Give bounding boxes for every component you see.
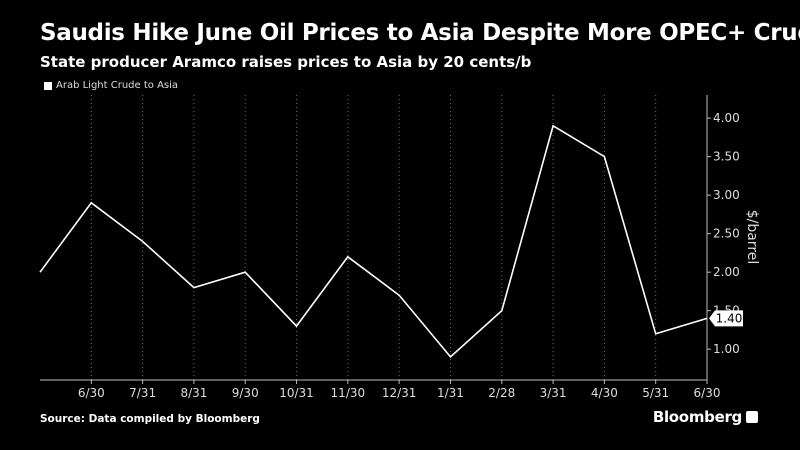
last-value-label: 1.40 [716,311,743,325]
x-tick-label: 12/31 [382,386,417,400]
legend: Arab Light Crude to Asia [44,80,178,91]
legend-label: Arab Light Crude to Asia [56,80,179,91]
y-tick-label: 3.00 [713,188,740,202]
source-note: Source: Data compiled by Bloomberg [40,413,260,425]
y-tick-label: 2.00 [713,265,740,279]
chart-subtitle: State producer Aramco raises prices to A… [40,53,532,71]
last-value-badge [709,310,743,327]
y-tick-label: 3.50 [713,150,740,164]
x-tick-label: 8/31 [180,386,207,400]
x-tick-label: 2/28 [488,386,515,400]
y-tick-label: 1.00 [713,342,740,356]
x-tick-label: 1/31 [437,386,464,400]
x-tick-label: 9/30 [232,386,259,400]
chart-title: Saudis Hike June Oil Prices to Asia Desp… [40,20,800,46]
x-tick-label: 10/31 [279,386,314,400]
x-tick-label: 6/30 [78,386,105,400]
x-tick-label: 7/31 [129,386,156,400]
x-tick-label: 3/31 [540,386,567,400]
brand-name: Bloomberg [652,408,742,426]
x-tick-label: 6/30 [694,386,721,400]
y-tick-label: 4.00 [713,111,740,125]
x-tick-label: 5/31 [642,386,669,400]
x-tick-label: 4/30 [591,386,618,400]
x-tick-label: 11/30 [331,386,366,400]
series-line [39,124,708,359]
bloomberg-mark-icon [746,411,758,423]
legend-swatch [44,81,52,90]
y-axis-title: $/barrel [744,210,760,265]
y-tick-label: 2.50 [713,227,740,241]
bloomberg-logo: Bloomberg [653,408,758,426]
